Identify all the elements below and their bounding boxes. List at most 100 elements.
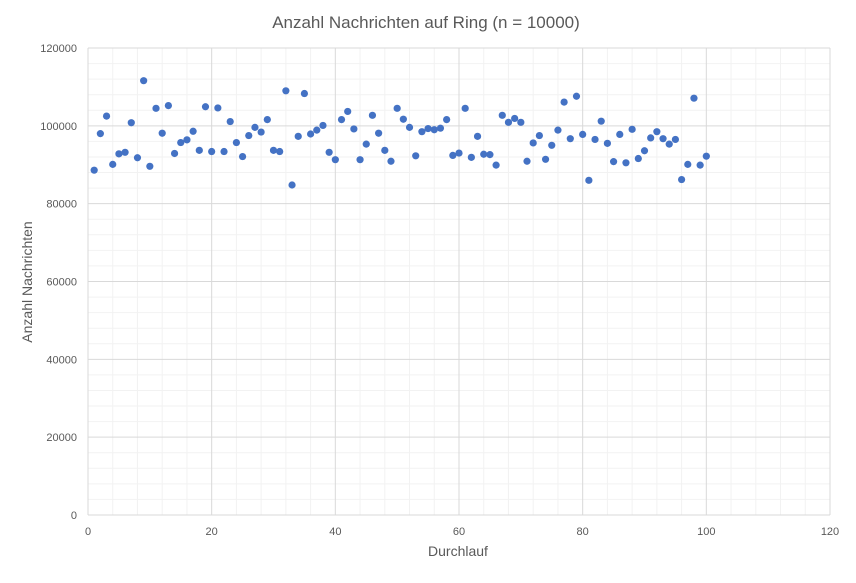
data-point [511, 114, 519, 123]
y-tick-label: 40000 [46, 354, 77, 366]
data-point [214, 104, 222, 112]
data-point [152, 104, 160, 112]
x-tick-label: 100 [697, 526, 715, 538]
data-point [647, 134, 655, 142]
data-point [418, 128, 426, 136]
data-points [90, 77, 710, 189]
data-point [158, 129, 166, 137]
data-point [90, 166, 98, 174]
data-point [548, 141, 556, 149]
y-tick-label: 120000 [40, 43, 77, 55]
data-point [350, 125, 358, 133]
data-point [424, 124, 432, 133]
data-point [319, 121, 327, 130]
y-tick-label: 80000 [46, 199, 77, 211]
data-point [164, 101, 172, 110]
x-tick-label: 60 [453, 526, 465, 538]
data-point [121, 148, 129, 156]
x-tick-label: 40 [329, 526, 341, 538]
data-point [381, 146, 389, 154]
data-point [133, 154, 142, 162]
data-point [405, 123, 414, 131]
data-point [678, 175, 686, 184]
data-point [307, 130, 315, 138]
data-point [579, 130, 587, 138]
data-point [177, 138, 185, 147]
y-tick-label: 100000 [40, 121, 77, 133]
data-point [603, 139, 612, 147]
data-point [585, 176, 593, 184]
data-point [356, 156, 364, 164]
x-axis-title: Durchlauf [428, 543, 488, 559]
y-tick-label: 20000 [46, 432, 77, 444]
data-point [294, 132, 302, 140]
data-point [436, 124, 445, 132]
data-point [183, 136, 191, 144]
data-point [109, 160, 117, 168]
data-point [653, 128, 661, 136]
data-point [659, 135, 667, 143]
data-point [443, 116, 451, 124]
data-point [189, 127, 197, 135]
major-gridlines [87, 47, 831, 516]
data-point [344, 107, 352, 116]
data-point [257, 128, 265, 136]
data-point [238, 152, 247, 161]
data-point [102, 112, 111, 120]
data-point [115, 150, 123, 158]
data-point [616, 130, 624, 138]
data-point [399, 115, 407, 123]
data-point [263, 116, 271, 124]
data-point [412, 152, 420, 160]
data-point [517, 118, 525, 126]
data-point [572, 92, 581, 100]
data-point [232, 138, 240, 147]
data-point [529, 139, 537, 147]
data-point [461, 104, 469, 112]
data-point [245, 131, 253, 140]
data-point [368, 111, 377, 119]
data-point [640, 147, 649, 155]
data-point [325, 148, 333, 156]
data-point [671, 135, 680, 144]
chart-title: Anzahl Nachrichten auf Ring (n = 10000) [272, 13, 580, 32]
data-point [696, 161, 704, 169]
data-point [480, 150, 488, 158]
data-point [195, 146, 203, 154]
data-point [337, 116, 346, 124]
data-point [541, 155, 550, 163]
data-point [331, 156, 339, 164]
y-tick-label: 60000 [46, 277, 77, 289]
x-tick-label: 120 [821, 526, 839, 538]
data-point [560, 98, 568, 106]
x-axis-tick-labels: 0 20 40 60 80 100 120 [85, 526, 839, 538]
x-tick-label: 0 [85, 526, 91, 538]
data-point [220, 147, 228, 156]
data-point [467, 153, 475, 161]
y-tick-label: 0 [71, 510, 77, 522]
data-point [387, 157, 395, 165]
data-point [702, 152, 710, 160]
data-point [665, 140, 673, 148]
data-point [170, 149, 179, 158]
data-point [684, 160, 692, 168]
data-point [449, 151, 457, 160]
y-axis-tick-labels: 0 20000 40000 60000 80000 100000 120000 [40, 43, 77, 522]
data-point [591, 135, 599, 144]
data-point [492, 161, 500, 169]
data-point [226, 117, 234, 126]
x-tick-label: 80 [577, 526, 589, 538]
data-point [96, 130, 104, 138]
data-point [282, 87, 290, 95]
x-tick-label: 20 [206, 526, 218, 538]
data-point [523, 157, 531, 165]
data-point [362, 140, 370, 148]
data-point [504, 118, 513, 126]
data-point [486, 151, 494, 159]
data-point [628, 125, 636, 133]
data-point [597, 117, 605, 125]
data-point [269, 146, 278, 154]
